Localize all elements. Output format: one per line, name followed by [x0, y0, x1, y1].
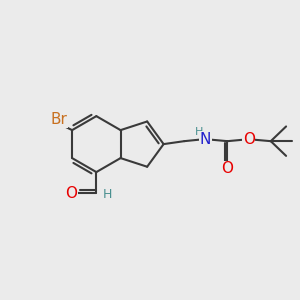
Text: H: H — [195, 127, 204, 137]
Text: O: O — [243, 132, 255, 147]
Text: N: N — [200, 132, 211, 147]
Text: Br: Br — [50, 112, 67, 127]
Text: O: O — [221, 161, 233, 176]
Text: H: H — [103, 188, 112, 201]
Text: O: O — [66, 186, 78, 201]
